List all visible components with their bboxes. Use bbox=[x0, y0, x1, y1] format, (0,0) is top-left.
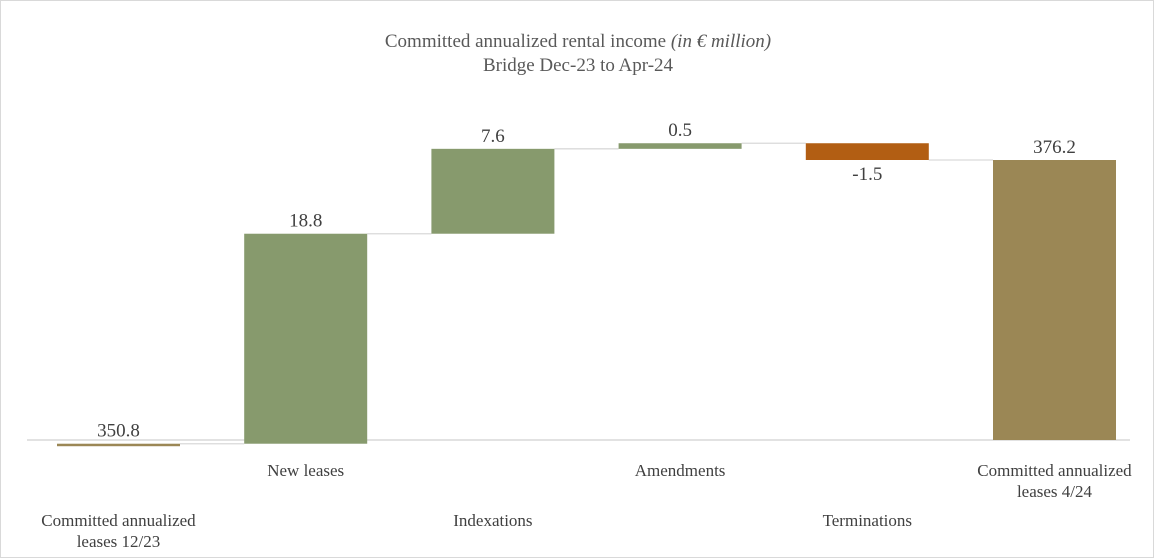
bar-3 bbox=[431, 148, 555, 234]
chart-title: Committed annualized rental income (in €… bbox=[0, 31, 1156, 53]
category-label: Terminations bbox=[823, 511, 912, 530]
data-label: 18.8 bbox=[289, 211, 322, 232]
category-label-line: Committed annualized bbox=[977, 461, 1132, 480]
bar-2 bbox=[244, 233, 368, 444]
data-label: 376.2 bbox=[1033, 137, 1076, 158]
category-label: Committed annualized leases 4/24 bbox=[977, 461, 1132, 501]
chart-subtitle: Bridge Dec-23 to Apr-24 bbox=[482, 55, 674, 76]
data-label: -1.5 bbox=[852, 164, 882, 185]
category-label-line: Amendments bbox=[635, 461, 726, 480]
data-label: 350.8 bbox=[97, 421, 140, 442]
category-label-line: New leases bbox=[267, 461, 344, 480]
bar-1 bbox=[57, 443, 180, 447]
category-label-line: Committed annualized bbox=[41, 511, 196, 530]
category-label-line: leases 4/24 bbox=[1017, 482, 1093, 501]
category-label: Committed annualized leases 12/23 bbox=[41, 511, 196, 551]
category-label-line: Indexations bbox=[453, 511, 532, 530]
chart-title-text: Committed annualized rental income bbox=[384, 31, 667, 52]
category-label: New leases bbox=[267, 461, 344, 480]
bar-5 bbox=[805, 143, 929, 160]
category-label-line: leases 12/23 bbox=[77, 532, 161, 551]
category-label: Amendments bbox=[635, 461, 726, 480]
category-label: Indexations bbox=[453, 511, 532, 530]
data-label: 0.5 bbox=[668, 120, 692, 141]
data-label: 7.6 bbox=[481, 126, 505, 147]
bar-4 bbox=[618, 143, 742, 149]
chart-title-unit: (in € million) bbox=[670, 31, 772, 52]
category-label-line: Terminations bbox=[823, 511, 912, 530]
bar-6 bbox=[993, 160, 1116, 440]
